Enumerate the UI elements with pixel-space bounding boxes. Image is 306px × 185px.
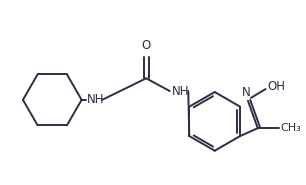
Text: CH₃: CH₃	[280, 123, 301, 133]
Text: N: N	[242, 86, 250, 99]
Text: NH: NH	[172, 85, 189, 97]
Text: O: O	[142, 39, 151, 52]
Text: NH: NH	[87, 93, 104, 106]
Text: OH: OH	[267, 80, 285, 93]
